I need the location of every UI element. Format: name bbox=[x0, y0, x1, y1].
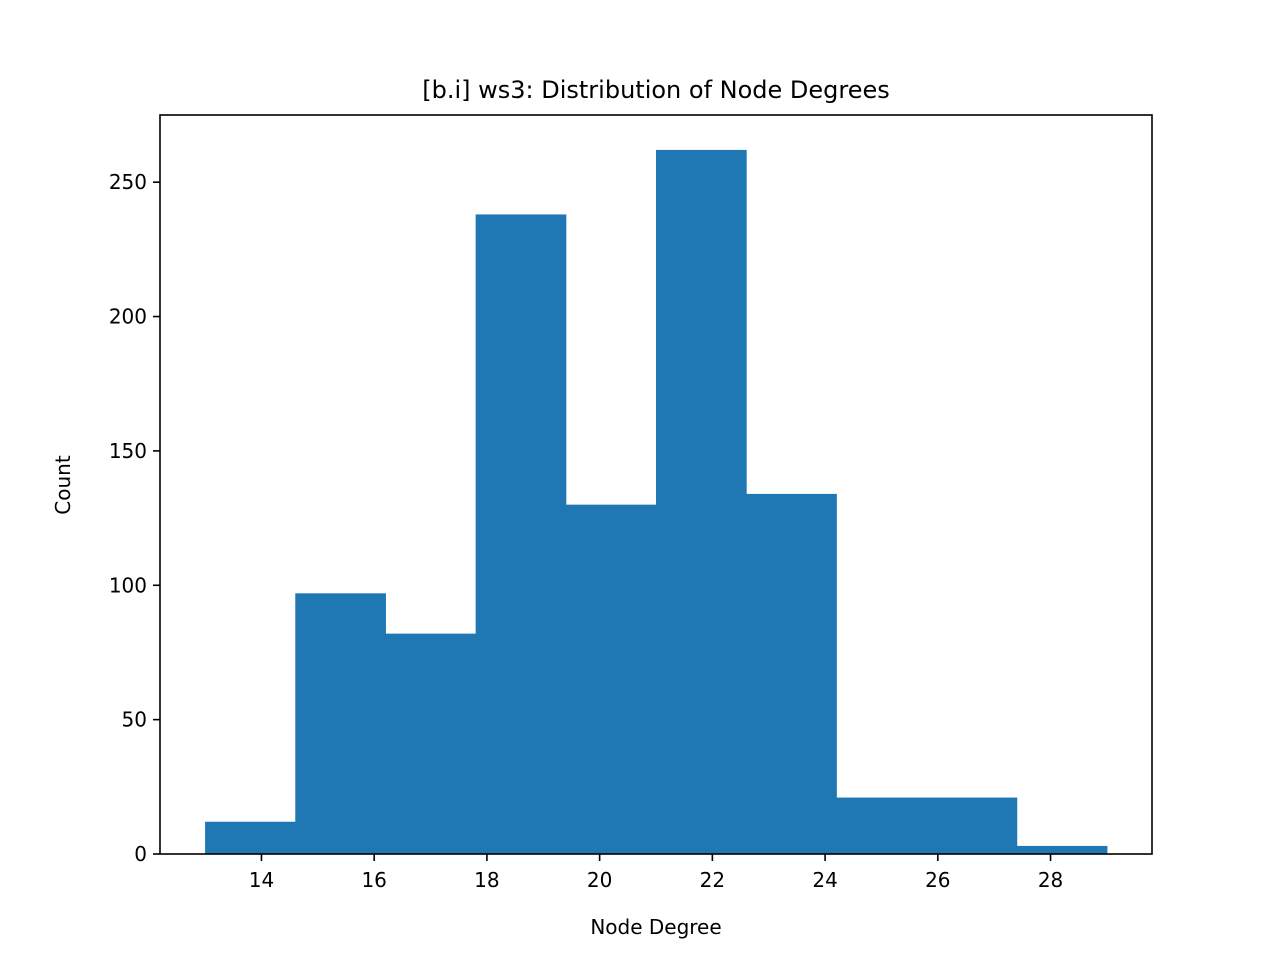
x-tick-label: 24 bbox=[812, 868, 837, 892]
histogram-bar bbox=[475, 214, 567, 854]
y-tick-label: 200 bbox=[109, 305, 147, 329]
x-tick-label: 26 bbox=[925, 868, 950, 892]
histogram-bar bbox=[836, 797, 928, 854]
bars-group bbox=[205, 149, 1108, 854]
x-tick-label: 22 bbox=[700, 868, 725, 892]
x-tick-label: 16 bbox=[361, 868, 386, 892]
x-tick-label: 20 bbox=[587, 868, 612, 892]
y-tick-label: 100 bbox=[109, 573, 147, 597]
x-axis-ticks: 14 16 18 20 22 24 26 28 bbox=[249, 854, 1063, 892]
histogram-bar bbox=[565, 504, 657, 854]
x-axis-label: Node Degree bbox=[590, 915, 721, 939]
histogram-bar bbox=[205, 821, 296, 854]
y-tick-label: 50 bbox=[122, 708, 147, 732]
x-tick-label: 28 bbox=[1038, 868, 1063, 892]
histogram-bar bbox=[385, 633, 477, 854]
x-tick-label: 18 bbox=[474, 868, 499, 892]
chart-title: [b.i] ws3: Distribution of Node Degrees bbox=[422, 76, 890, 104]
y-tick-label: 250 bbox=[109, 170, 147, 194]
histogram-bar bbox=[656, 149, 747, 854]
histogram-bar bbox=[1016, 845, 1108, 854]
x-tick-label: 14 bbox=[249, 868, 274, 892]
y-tick-label: 0 bbox=[134, 842, 147, 866]
histogram-bar bbox=[295, 593, 386, 854]
histogram-bar bbox=[926, 797, 1018, 854]
y-axis-label: Count bbox=[51, 455, 75, 515]
y-tick-label: 150 bbox=[109, 439, 147, 463]
plot-frame bbox=[159, 114, 1153, 855]
y-axis-ticks: 0 50 100 150 200 250 bbox=[109, 170, 160, 866]
histogram-bar bbox=[746, 493, 837, 854]
